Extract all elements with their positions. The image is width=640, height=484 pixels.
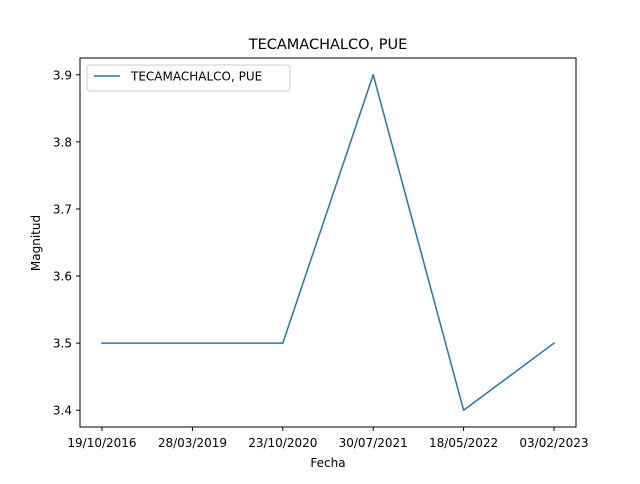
x-tick-label: 23/10/2020	[248, 436, 317, 450]
data-point	[461, 408, 466, 413]
data-point	[552, 341, 557, 346]
y-tick-label: 3.4	[53, 404, 72, 418]
x-tick-label: 03/02/2023	[519, 436, 588, 450]
data-point	[371, 72, 376, 77]
x-tick-label: 28/03/2019	[158, 436, 227, 450]
legend: TECAMACHALCO, PUE	[86, 64, 291, 92]
series-line	[101, 74, 556, 411]
y-axis-label: Magnitud	[29, 215, 43, 271]
x-axis-label: Fecha	[310, 456, 345, 470]
x-tick-label: 30/07/2021	[339, 436, 408, 450]
y-tick-label: 3.6	[53, 270, 72, 284]
plot-area-frame	[79, 57, 577, 428]
y-tick-label: 3.5	[53, 337, 72, 351]
y-axis: 3.4 3.5 3.6 3.7 3.8 3.9	[53, 68, 80, 418]
legend-box	[86, 64, 291, 92]
series-layer	[100, 72, 557, 413]
x-axis: 19/10/2016 28/03/2019 23/10/2020 30/07/2021…	[67, 427, 589, 450]
y-tick-label: 3.8	[53, 135, 72, 149]
legend-label: TECAMACHALCO, PUE	[130, 70, 262, 84]
y-tick-label: 3.7	[53, 202, 72, 216]
chart-title: TECAMACHALCO, PUE	[248, 37, 408, 53]
data-point	[190, 341, 195, 346]
data-point	[100, 341, 105, 346]
y-tick-label: 3.9	[53, 68, 72, 82]
x-tick-label: 18/05/2022	[429, 436, 498, 450]
x-tick-label: 19/10/2016	[67, 436, 136, 450]
data-point	[280, 341, 285, 346]
